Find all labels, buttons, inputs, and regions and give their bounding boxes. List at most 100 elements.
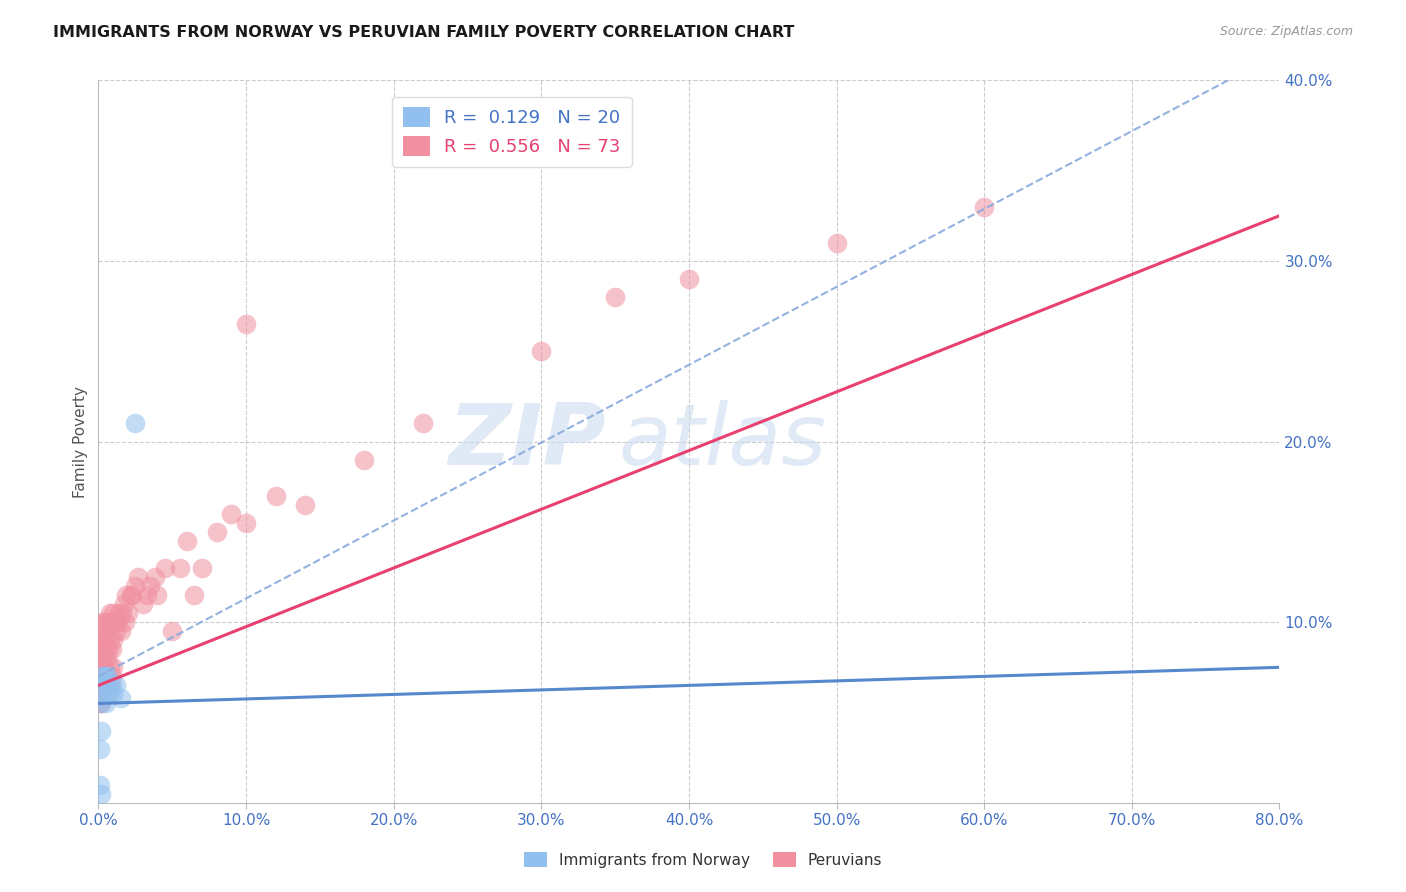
- Point: [96, 615, 118, 630]
- Point: [825, 235, 848, 250]
- Point: [107, 615, 129, 630]
- Point: [90, 723, 112, 738]
- Point: [105, 624, 128, 639]
- Point: [94, 642, 117, 657]
- Point: [90, 787, 112, 801]
- Point: [127, 570, 149, 584]
- Point: [120, 588, 142, 602]
- Point: [98, 633, 121, 648]
- Point: [115, 588, 138, 602]
- Point: [91, 615, 114, 630]
- Point: [94, 687, 117, 701]
- Point: [973, 200, 995, 214]
- Point: [90, 697, 112, 711]
- Point: [90, 697, 112, 711]
- Point: [91, 669, 114, 683]
- Point: [89, 651, 111, 665]
- Point: [221, 507, 243, 521]
- Point: [139, 579, 162, 593]
- Point: [100, 642, 122, 657]
- Point: [111, 606, 134, 620]
- Point: [91, 678, 114, 692]
- Point: [121, 588, 143, 602]
- Legend: Immigrants from Norway, Peruvians: Immigrants from Norway, Peruvians: [517, 846, 889, 873]
- Point: [678, 272, 700, 286]
- Point: [235, 317, 257, 331]
- Point: [93, 678, 115, 692]
- Point: [97, 615, 120, 630]
- Point: [96, 669, 118, 683]
- Point: [132, 597, 155, 611]
- Point: [91, 687, 114, 701]
- Text: atlas: atlas: [619, 400, 827, 483]
- Point: [90, 642, 112, 657]
- Point: [91, 660, 114, 674]
- Point: [98, 660, 121, 674]
- Point: [91, 642, 114, 657]
- Point: [89, 778, 111, 792]
- Point: [124, 417, 146, 431]
- Point: [94, 624, 117, 639]
- Point: [146, 588, 169, 602]
- Point: [93, 678, 115, 692]
- Point: [205, 524, 228, 539]
- Y-axis label: Family Poverty: Family Poverty: [73, 385, 89, 498]
- Point: [112, 597, 135, 611]
- Point: [91, 633, 114, 648]
- Point: [97, 642, 120, 657]
- Point: [97, 678, 120, 692]
- Point: [98, 606, 121, 620]
- Point: [90, 678, 112, 692]
- Point: [103, 633, 125, 648]
- Point: [530, 344, 553, 359]
- Point: [117, 606, 139, 620]
- Legend: R =  0.129   N = 20, R =  0.556   N = 73: R = 0.129 N = 20, R = 0.556 N = 73: [392, 96, 631, 167]
- Point: [100, 615, 122, 630]
- Point: [100, 678, 122, 692]
- Text: ZIP: ZIP: [449, 400, 606, 483]
- Point: [162, 624, 183, 639]
- Point: [93, 615, 115, 630]
- Point: [103, 606, 125, 620]
- Point: [114, 615, 136, 630]
- Point: [94, 669, 117, 683]
- Point: [90, 660, 112, 674]
- Point: [353, 452, 375, 467]
- Point: [264, 489, 287, 503]
- Point: [93, 669, 115, 683]
- Point: [169, 561, 191, 575]
- Point: [94, 697, 117, 711]
- Point: [93, 660, 115, 674]
- Point: [191, 561, 214, 575]
- Point: [94, 669, 117, 683]
- Text: IMMIGRANTS FROM NORWAY VS PERUVIAN FAMILY POVERTY CORRELATION CHART: IMMIGRANTS FROM NORWAY VS PERUVIAN FAMIL…: [53, 25, 794, 40]
- Point: [110, 624, 132, 639]
- Point: [96, 678, 118, 692]
- Point: [143, 570, 166, 584]
- Point: [100, 669, 122, 683]
- Point: [176, 533, 198, 548]
- Point: [89, 697, 111, 711]
- Point: [108, 606, 131, 620]
- Point: [235, 516, 257, 530]
- Point: [97, 687, 120, 701]
- Point: [89, 741, 111, 756]
- Point: [105, 678, 128, 692]
- Point: [104, 615, 127, 630]
- Point: [103, 687, 125, 701]
- Point: [110, 691, 132, 706]
- Point: [605, 290, 627, 304]
- Point: [412, 417, 434, 431]
- Point: [93, 633, 115, 648]
- Point: [294, 498, 316, 512]
- Point: [103, 660, 125, 674]
- Point: [153, 561, 176, 575]
- Point: [183, 588, 205, 602]
- Point: [91, 678, 114, 692]
- Point: [90, 633, 112, 648]
- Point: [136, 588, 159, 602]
- Point: [89, 669, 111, 683]
- Point: [124, 579, 146, 593]
- Text: Source: ZipAtlas.com: Source: ZipAtlas.com: [1219, 25, 1353, 38]
- Point: [96, 651, 118, 665]
